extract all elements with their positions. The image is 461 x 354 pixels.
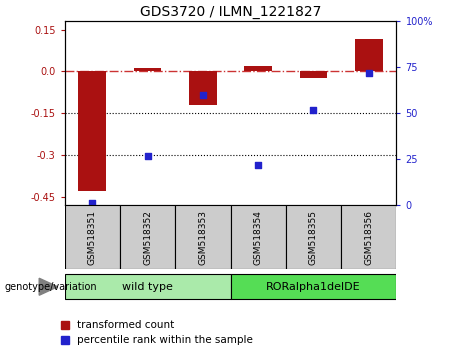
- Text: GSM518351: GSM518351: [88, 210, 97, 265]
- Bar: [65, 274, 230, 299]
- Bar: [189, 72, 217, 105]
- Text: RORalpha1delDE: RORalpha1delDE: [266, 282, 361, 292]
- Polygon shape: [39, 278, 58, 295]
- Point: [89, 201, 96, 206]
- Bar: [65, 205, 120, 269]
- Text: GSM518353: GSM518353: [198, 210, 207, 265]
- Text: GSM518356: GSM518356: [364, 210, 373, 265]
- Bar: [230, 274, 396, 299]
- Text: genotype/variation: genotype/variation: [5, 282, 97, 292]
- Legend: transformed count, percentile rank within the sample: transformed count, percentile rank withi…: [60, 320, 253, 346]
- Point: [365, 70, 372, 76]
- Point: [310, 107, 317, 113]
- Text: GSM518352: GSM518352: [143, 210, 152, 265]
- Bar: [175, 205, 230, 269]
- Bar: [230, 205, 286, 269]
- Bar: [355, 39, 383, 72]
- Bar: [300, 72, 327, 78]
- Bar: [341, 205, 396, 269]
- Text: GSM518355: GSM518355: [309, 210, 318, 265]
- Bar: [244, 66, 272, 72]
- Point: [144, 153, 151, 159]
- Bar: [120, 205, 175, 269]
- Text: wild type: wild type: [122, 282, 173, 292]
- Point: [254, 162, 262, 168]
- Text: GSM518354: GSM518354: [254, 210, 263, 265]
- Bar: [134, 68, 161, 72]
- Bar: [286, 205, 341, 269]
- Point: [199, 92, 207, 98]
- Bar: [78, 72, 106, 192]
- Title: GDS3720 / ILMN_1221827: GDS3720 / ILMN_1221827: [140, 5, 321, 19]
